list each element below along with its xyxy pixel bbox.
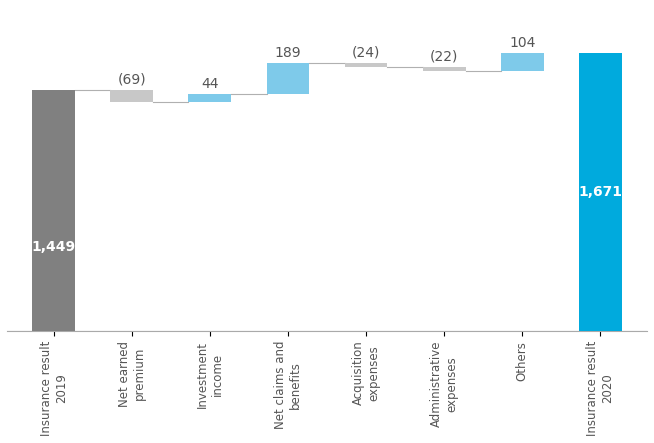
Text: 1,449: 1,449 — [32, 240, 76, 254]
Text: 1,671: 1,671 — [578, 185, 622, 199]
Bar — [111, 90, 153, 101]
Bar — [345, 63, 388, 67]
Text: (22): (22) — [430, 50, 458, 64]
Bar — [579, 53, 622, 331]
Bar — [501, 53, 543, 70]
Text: 44: 44 — [201, 77, 218, 91]
Bar — [32, 90, 75, 331]
Text: (69): (69) — [118, 73, 146, 87]
Bar — [266, 63, 309, 94]
Text: 104: 104 — [509, 36, 536, 50]
Bar — [188, 94, 232, 101]
Text: (24): (24) — [352, 46, 380, 60]
Bar — [422, 67, 466, 70]
Text: 189: 189 — [275, 46, 301, 60]
